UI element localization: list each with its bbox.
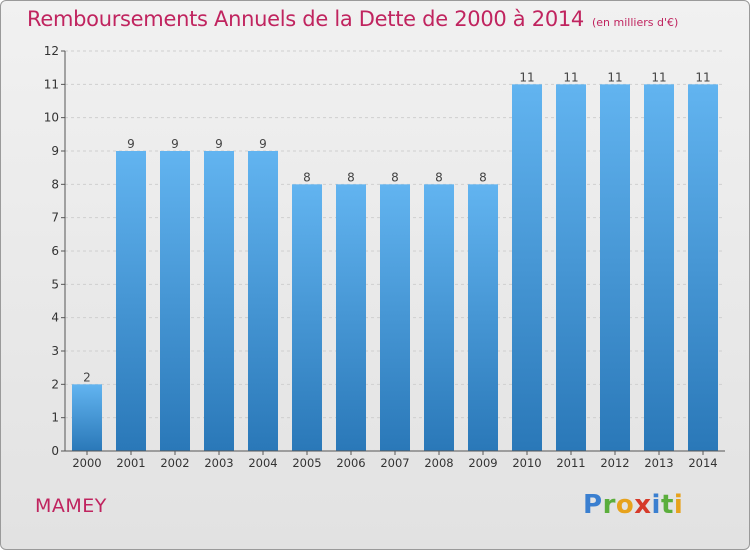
chart-title-text: Remboursements Annuels de la Dette de 20… [27, 7, 584, 31]
data-label: 11 [607, 70, 622, 84]
x-tick-label: 2002 [160, 456, 189, 470]
x-tick-label: 2000 [72, 456, 101, 470]
x-tick-label: 2013 [644, 456, 673, 470]
x-tick-label: 2009 [468, 456, 497, 470]
y-tick-label: 10 [44, 111, 59, 125]
data-label: 2 [83, 370, 91, 384]
x-tick-label: 2008 [424, 456, 453, 470]
bar-2006 [336, 184, 366, 452]
bar-2009 [468, 184, 498, 452]
data-label: 9 [171, 137, 179, 151]
data-label: 11 [651, 70, 666, 84]
bar-2007 [380, 184, 410, 452]
bar-2005 [292, 184, 322, 452]
bar-2001 [116, 151, 146, 451]
commune-name: MAMEY [35, 495, 107, 517]
x-tick-label: 2004 [248, 456, 277, 470]
bars [72, 84, 718, 452]
x-tick-label: 2007 [380, 456, 409, 470]
data-label: 8 [479, 170, 487, 184]
x-tick-label: 2001 [116, 456, 145, 470]
axes [61, 50, 725, 455]
data-label: 11 [695, 70, 710, 84]
bar-2002 [160, 151, 190, 451]
x-tick-label: 2003 [204, 456, 233, 470]
bar-2003 [204, 151, 234, 451]
y-tick-label: 6 [51, 244, 59, 258]
data-label: 8 [435, 170, 443, 184]
data-label: 11 [519, 70, 534, 84]
chart-subtitle: (en milliers d'€) [592, 16, 679, 29]
proxiti-logo: Proxiti [583, 490, 684, 520]
x-tick-label: 2011 [556, 456, 585, 470]
y-tick-label: 5 [51, 277, 59, 291]
y-tick-label: 12 [44, 44, 59, 58]
data-label: 11 [563, 70, 578, 84]
bar-2013 [644, 84, 674, 451]
bar-2008 [424, 184, 454, 452]
y-tick-label: 2 [51, 377, 59, 391]
chart-title: Remboursements Annuels de la Dette de 20… [27, 7, 678, 31]
data-label: 8 [391, 170, 399, 184]
bar-2012 [600, 84, 630, 451]
x-tick-label: 2010 [512, 456, 541, 470]
y-tick-label: 11 [44, 77, 59, 91]
x-tick-label: 2012 [600, 456, 629, 470]
bar-2011 [556, 84, 586, 451]
y-tick-label: 0 [51, 444, 59, 458]
y-tick-label: 1 [51, 411, 59, 425]
y-tick-label: 3 [51, 344, 59, 358]
data-label: 8 [347, 170, 355, 184]
data-label: 8 [303, 170, 311, 184]
x-tick-label: 2006 [336, 456, 365, 470]
bar-2014 [688, 84, 718, 451]
y-tick-label: 4 [51, 311, 59, 325]
y-tick-label: 8 [51, 177, 59, 191]
data-label: 9 [259, 137, 267, 151]
x-tick-labels: 2000 2001 2002 2003 2004 2005 2006 2007 2008 2009… [72, 456, 717, 470]
data-label: 9 [215, 137, 223, 151]
data-label: 9 [127, 137, 135, 151]
data-labels: 2 9 9 9 9 8 8 8 8 8 11 11 11 11 11 [83, 70, 710, 384]
bar-2000 [72, 384, 102, 451]
x-tick-label: 2014 [688, 456, 717, 470]
bar-2010 [512, 84, 542, 451]
x-tick-label: 2005 [292, 456, 321, 470]
y-tick-label: 9 [51, 144, 59, 158]
y-tick-label: 7 [51, 211, 59, 225]
bar-2004 [248, 151, 278, 451]
